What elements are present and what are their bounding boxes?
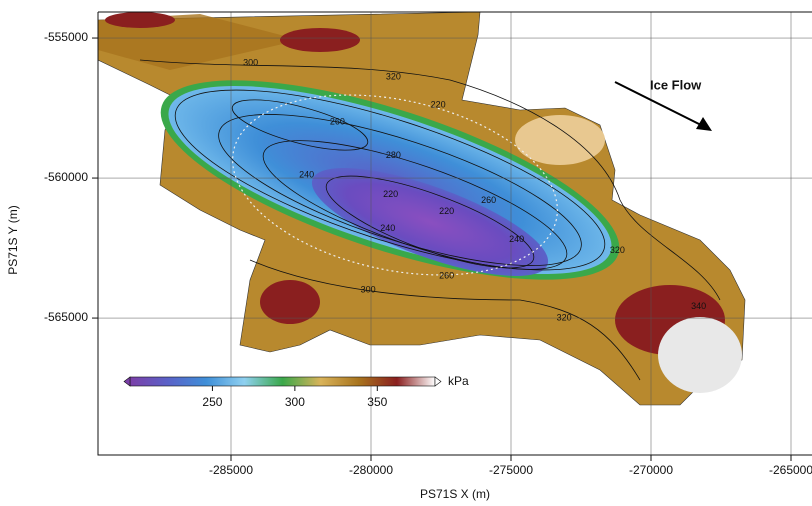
contour-label: 300 [243,58,258,68]
shade [105,12,175,28]
contour-label: 340 [691,301,706,311]
x-axis-label: PS71S X (m) [420,487,490,501]
colorbar [130,377,435,386]
y-tick-label: -555000 [44,30,88,44]
contour-label: 220 [431,100,446,110]
y-axis-label: PS71S Y (m) [6,205,20,275]
colorbar-end [124,377,130,386]
contour-label: 240 [299,170,314,180]
contour-label: 280 [386,150,401,160]
shade [280,28,360,52]
contour-label: 220 [439,206,454,216]
x-tick-label: -275000 [489,463,533,477]
contour-label: 300 [361,284,376,294]
y-tick-label: -565000 [44,310,88,324]
contour-label: 260 [481,195,496,205]
contour-label: 240 [509,234,524,244]
map: Ice Flow PS71S X (m) PS71S Y (m) kPa -28… [0,0,812,506]
x-tick-label: -280000 [349,463,393,477]
field [98,12,745,405]
shade [515,115,605,165]
contour-label: 260 [439,270,454,280]
x-tick-label: -270000 [629,463,673,477]
contour-label: 240 [380,223,395,233]
x-tick-label: -285000 [209,463,253,477]
colorbar-unit: kPa [448,374,469,388]
shade [260,280,320,324]
colorbar-tick-label: 350 [367,395,387,409]
colorbar-end [435,377,441,386]
contour-label: 320 [386,72,401,82]
shade [658,317,742,393]
contour-label: 260 [330,116,345,126]
contour-label: 220 [383,189,398,199]
contour-label: 320 [610,245,625,255]
contour-label: 320 [557,312,572,322]
colorbar-tick-label: 250 [202,395,222,409]
colorbar-tick-label: 300 [285,395,305,409]
y-tick-label: -560000 [44,170,88,184]
x-tick-label: -265000 [769,463,812,477]
annotation: Ice Flow [650,77,702,92]
